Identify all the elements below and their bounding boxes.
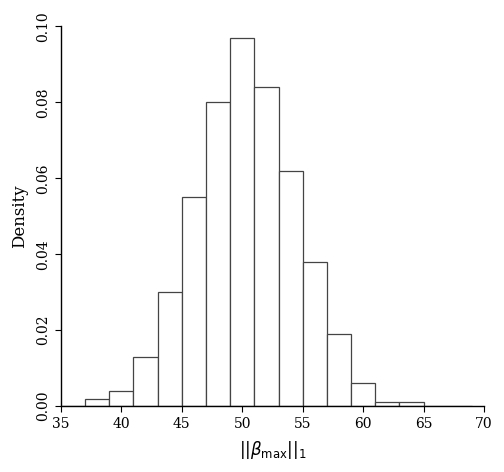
Bar	[158, 292, 182, 406]
Bar	[255, 87, 279, 406]
Bar	[303, 262, 327, 406]
Bar	[400, 402, 424, 406]
Bar	[327, 334, 351, 406]
Y-axis label: Density: Density	[11, 185, 28, 248]
Bar	[109, 391, 134, 406]
Bar	[279, 171, 303, 406]
Bar	[375, 402, 400, 406]
Bar	[351, 383, 375, 406]
Bar	[206, 102, 230, 406]
Bar	[230, 38, 255, 406]
X-axis label: $||\beta_{\mathrm{max}}||_1$: $||\beta_{\mathrm{max}}||_1$	[239, 439, 306, 461]
Bar	[182, 197, 206, 406]
Bar	[134, 357, 158, 406]
Bar	[85, 398, 109, 406]
